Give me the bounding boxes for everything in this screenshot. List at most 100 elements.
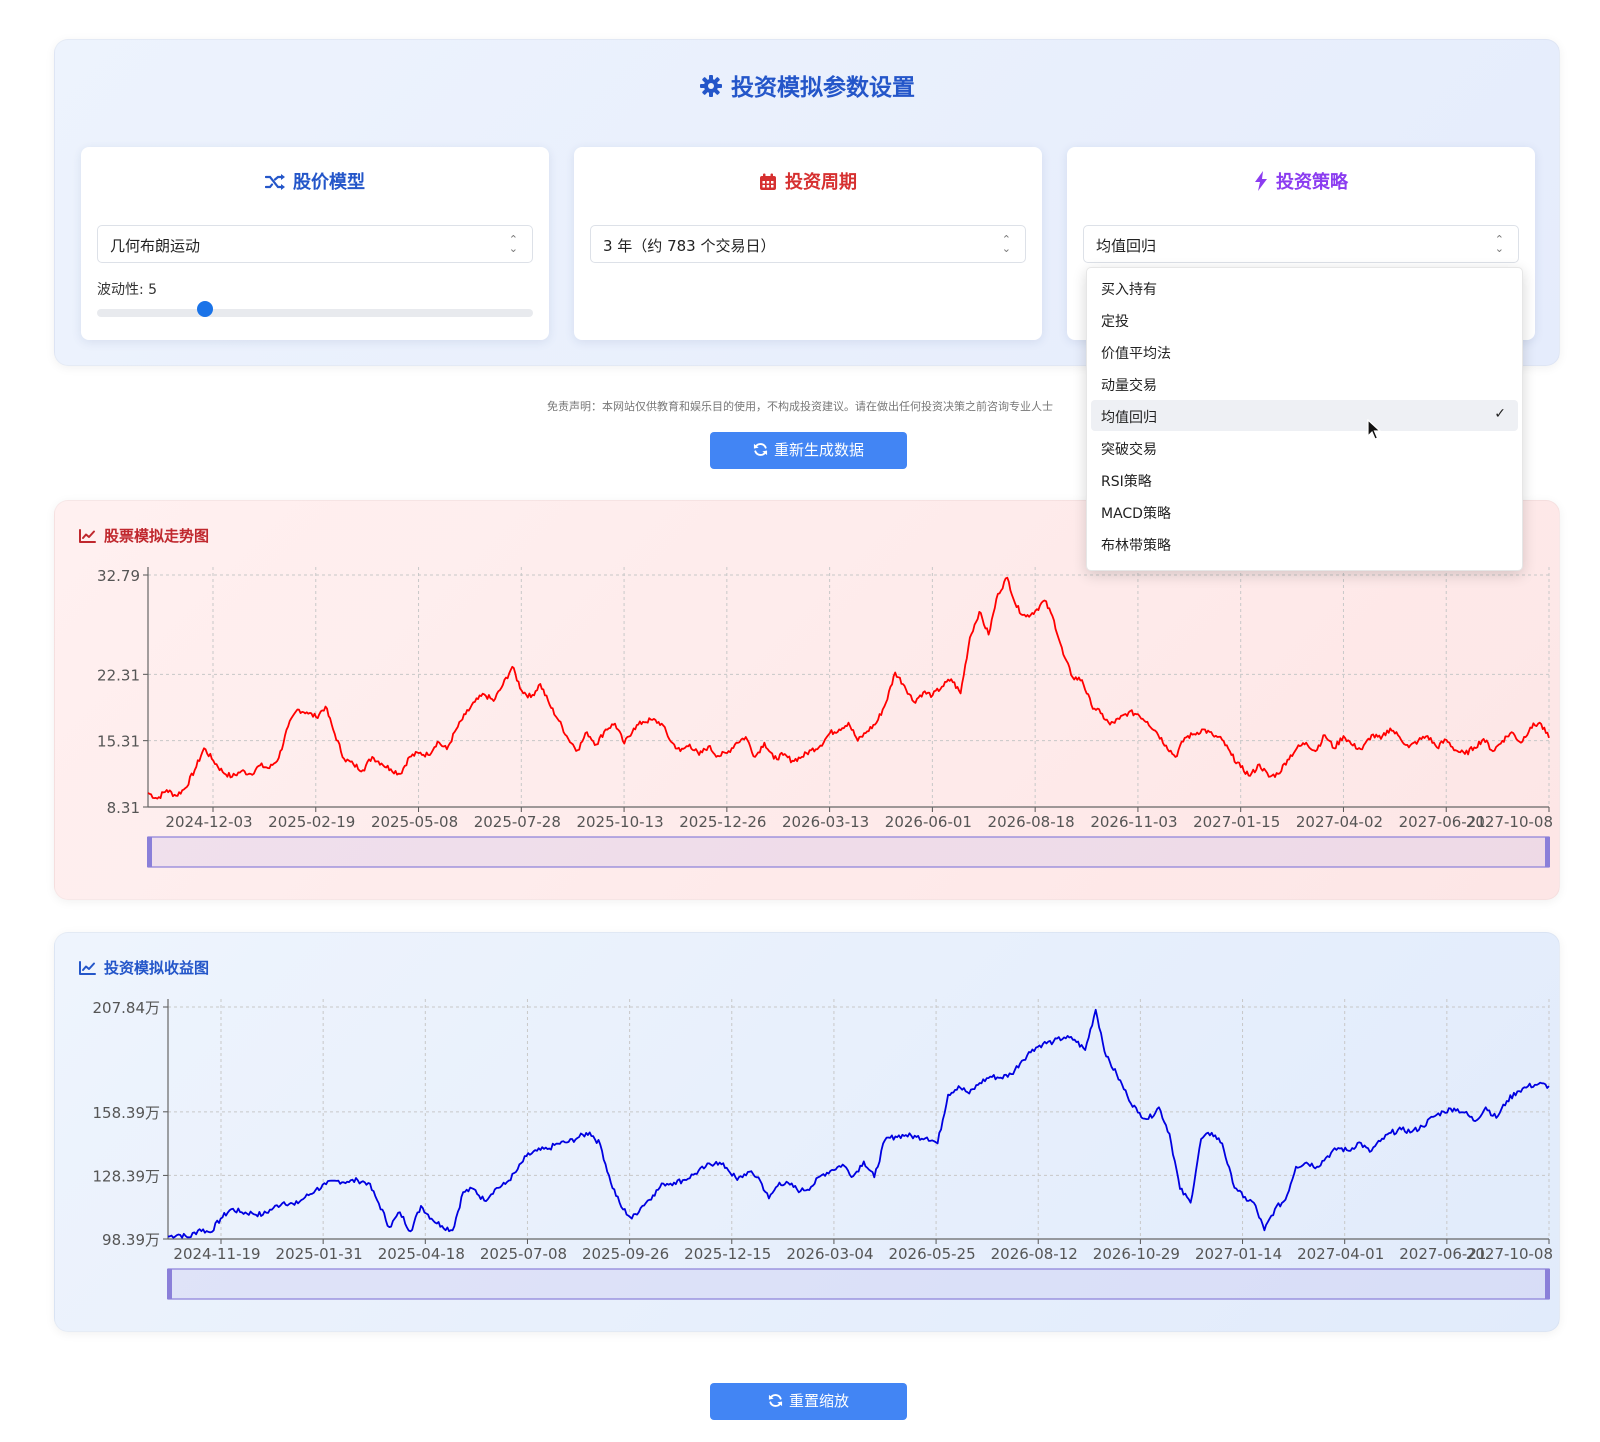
- x-tick-label: 2025-01-31: [276, 1245, 363, 1263]
- x-tick-label: 2025-04-18: [378, 1245, 465, 1263]
- x-tick-label: 2026-03-13: [782, 813, 869, 831]
- x-tick-label: 2027-04-01: [1297, 1245, 1384, 1263]
- x-tick-label: 2026-08-12: [991, 1245, 1078, 1263]
- strategy-select[interactable]: 均值回归 ⌃ ⌄: [1083, 225, 1519, 263]
- zoom-range-bar[interactable]: [167, 1268, 1550, 1300]
- strategy-option-label: 买入持有: [1101, 282, 1157, 298]
- strategy-option[interactable]: 价值平均法: [1091, 336, 1518, 367]
- volatility-label: 波动性: 5: [97, 282, 158, 298]
- stock-chart-svg[interactable]: 32.79 22.31 15.31 8.31 2024-12-03 2025-02-19 2…: [55, 501, 1561, 901]
- x-tick-label: 2025-09-26: [582, 1245, 669, 1263]
- strategy-option-label: 均值回归: [1101, 410, 1157, 426]
- x-tick-label: 2027-01-14: [1195, 1245, 1282, 1263]
- x-tick-label: 2026-11-03: [1090, 813, 1177, 831]
- x-tick-label: 2026-06-01: [885, 813, 972, 831]
- shuffle-icon: [264, 173, 285, 196]
- period-select[interactable]: 3 年（约 783 个交易日） ⌃ ⌄: [590, 225, 1026, 263]
- return-chart-svg[interactable]: 207.84万 158.39万 128.39万 98.39万 2024-11-19 202…: [55, 933, 1561, 1333]
- select-chevron-icon: ⌃ ⌄: [508, 233, 518, 255]
- calendar-icon: [759, 173, 777, 196]
- period-card-title-text: 投资周期: [785, 172, 857, 193]
- x-tick-label: 2024-12-03: [165, 813, 252, 831]
- strategy-option[interactable]: MACD策略: [1091, 496, 1518, 527]
- gear-icon: [699, 74, 723, 104]
- x-tick-label: 2026-03-04: [786, 1245, 873, 1263]
- y-tick-label: 158.39万: [93, 1104, 161, 1122]
- period-card: 投资周期 3 年（约 783 个交易日） ⌃ ⌄: [574, 147, 1042, 340]
- strategy-dropdown-menu: 买入持有定投价值平均法动量交易均值回归 ✓ 突破交易 RSI策略 MACD策略布林带策略: [1086, 267, 1523, 571]
- line-chart-icon: [79, 961, 96, 979]
- reset-zoom-button[interactable]: 重置缩放: [710, 1383, 907, 1420]
- strategy-option[interactable]: 突破交易: [1091, 432, 1518, 463]
- line-chart-icon: [79, 529, 96, 547]
- volatility-slider-thumb[interactable]: [196, 301, 213, 317]
- period-card-title: 投资周期: [574, 168, 1042, 196]
- settings-title-text: 投资模拟参数设置: [731, 75, 915, 101]
- regenerate-button-label: 重新生成数据: [773, 441, 864, 459]
- y-tick-label: 98.39万: [102, 1231, 160, 1249]
- strategy-option[interactable]: 动量交易: [1091, 368, 1518, 399]
- x-tick-label: 2027-10-08: [1466, 1245, 1553, 1263]
- strategy-option-label: 价值平均法: [1101, 346, 1171, 362]
- mouse-cursor-icon: [1367, 418, 1382, 445]
- period-select-value: 3 年（约 783 个交易日）: [603, 237, 776, 255]
- x-tick-label: 2025-12-15: [684, 1245, 771, 1263]
- zoom-handle-left[interactable]: [167, 1269, 172, 1299]
- y-tick-label: 128.39万: [93, 1167, 161, 1185]
- model-select-value: 几何布朗运动: [110, 237, 201, 255]
- strategy-option-label: 布林带策略: [1101, 538, 1171, 554]
- x-tick-label: 2024-11-19: [173, 1245, 260, 1263]
- strategy-card-title-text: 投资策略: [1276, 172, 1348, 193]
- strategy-option[interactable]: 买入持有: [1091, 272, 1518, 303]
- x-tick-label: 2026-05-25: [888, 1245, 975, 1263]
- select-chevron-icon: ⌃ ⌄: [1494, 233, 1504, 255]
- check-icon: ✓: [1494, 406, 1506, 422]
- strategy-option[interactable]: 定投: [1091, 304, 1518, 335]
- strategy-option-label: 定投: [1101, 314, 1129, 330]
- volatility-slider-track[interactable]: [97, 309, 533, 317]
- bolt-icon: [1254, 171, 1268, 196]
- x-tick-label: 2025-12-26: [679, 813, 766, 831]
- disclaimer-text: 免责声明：本网站仅供教育和娱乐目的使用，不构成投资建议。请在做出任何投资决策之前…: [547, 400, 1053, 413]
- strategy-option-label: 动量交易: [1101, 378, 1157, 394]
- strategy-card-title: 投资策略: [1067, 168, 1535, 196]
- regenerate-button[interactable]: 重新生成数据: [710, 432, 907, 469]
- x-tick-label: 2026-08-18: [988, 813, 1075, 831]
- y-tick-label: 8.31: [107, 799, 140, 817]
- strategy-option-label: 突破交易: [1101, 442, 1157, 458]
- select-chevron-icon: ⌃ ⌄: [1001, 233, 1011, 255]
- y-tick-label: 22.31: [97, 666, 140, 684]
- model-card-title: 股价模型: [81, 168, 549, 196]
- strategy-select-value: 均值回归: [1096, 237, 1157, 255]
- strategy-option[interactable]: RSI策略: [1091, 464, 1518, 495]
- strategy-option-label: RSI策略: [1101, 474, 1152, 490]
- stock-chart-title-text: 股票模拟走势图: [104, 527, 210, 545]
- x-tick-label: 2027-10-08: [1466, 813, 1553, 831]
- return-chart-panel: 投资模拟收益图 207.84万 158.39万 128.39万 98.39万 2024-…: [54, 932, 1560, 1332]
- y-tick-label: 207.84万: [93, 999, 161, 1017]
- zoom-handle-left[interactable]: [147, 837, 152, 867]
- zoom-range-bar[interactable]: [147, 836, 1550, 868]
- x-tick-label: 2027-06-21: [1399, 813, 1486, 831]
- settings-panel: 投资模拟参数设置 股价模型 几何布朗运动 ⌃ ⌄ 波动性: 5 投资周期: [54, 39, 1560, 366]
- x-tick-label: 2027-06-21: [1399, 1245, 1486, 1263]
- x-tick-label: 2025-02-19: [268, 813, 355, 831]
- zoom-handle-right[interactable]: [1545, 837, 1550, 867]
- x-tick-label: 2026-10-29: [1093, 1245, 1180, 1263]
- model-select[interactable]: 几何布朗运动 ⌃ ⌄: [97, 225, 533, 263]
- model-card: 股价模型 几何布朗运动 ⌃ ⌄ 波动性: 5: [81, 147, 549, 340]
- return-chart-title: 投资模拟收益图: [79, 957, 209, 979]
- series-line: [167, 1008, 1550, 1239]
- x-tick-label: 2027-04-02: [1296, 813, 1383, 831]
- x-tick-label: 2027-01-15: [1193, 813, 1280, 831]
- strategy-option[interactable]: 布林带策略: [1091, 528, 1518, 559]
- return-chart-title-text: 投资模拟收益图: [104, 959, 210, 977]
- x-tick-label: 2025-07-28: [474, 813, 561, 831]
- series-line: [147, 576, 1550, 800]
- x-tick-label: 2025-10-13: [576, 813, 663, 831]
- stock-chart-title: 股票模拟走势图: [79, 525, 209, 547]
- strategy-option[interactable]: 均值回归 ✓: [1091, 400, 1518, 431]
- zoom-handle-right[interactable]: [1545, 1269, 1550, 1299]
- x-tick-label: 2025-05-08: [371, 813, 458, 831]
